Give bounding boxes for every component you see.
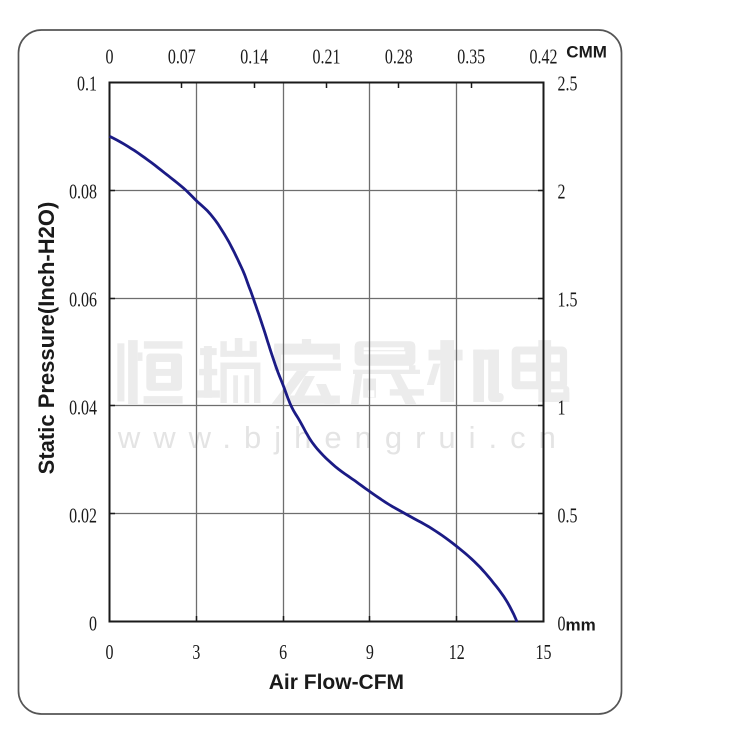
svg-text:15: 15 (536, 641, 552, 665)
svg-text:0.35: 0.35 (457, 46, 485, 70)
svg-text:2: 2 (558, 181, 566, 205)
svg-text:Air Flow-CFM: Air Flow-CFM (269, 671, 404, 694)
svg-text:0.21: 0.21 (313, 46, 341, 70)
svg-text:1.5: 1.5 (558, 288, 578, 312)
svg-text:CMM: CMM (566, 43, 607, 62)
svg-text:0.04: 0.04 (69, 396, 97, 420)
svg-text:0.08: 0.08 (69, 181, 97, 205)
svg-text:0.28: 0.28 (385, 46, 413, 70)
svg-text:0.06: 0.06 (69, 288, 97, 312)
svg-text:Static Pressure(Inch-H2O): Static Pressure(Inch-H2O) (34, 202, 59, 475)
svg-text:0.07: 0.07 (168, 46, 196, 70)
svg-text:0.42: 0.42 (530, 46, 558, 70)
svg-text:9: 9 (366, 641, 374, 665)
svg-text:0: 0 (89, 612, 97, 636)
svg-text:6: 6 (279, 641, 287, 665)
svg-text:mm: mm (566, 615, 596, 634)
svg-text:12: 12 (449, 641, 465, 665)
svg-text:0.1: 0.1 (77, 73, 97, 97)
svg-text:2.5: 2.5 (558, 73, 578, 97)
svg-text:1: 1 (558, 396, 566, 420)
svg-text:0.02: 0.02 (69, 504, 97, 528)
svg-text:0.5: 0.5 (558, 504, 578, 528)
svg-text:0: 0 (106, 46, 114, 70)
svg-text:3: 3 (192, 641, 200, 665)
svg-text:0: 0 (106, 641, 114, 665)
svg-text:0: 0 (558, 612, 566, 636)
svg-text:0.14: 0.14 (240, 46, 268, 70)
